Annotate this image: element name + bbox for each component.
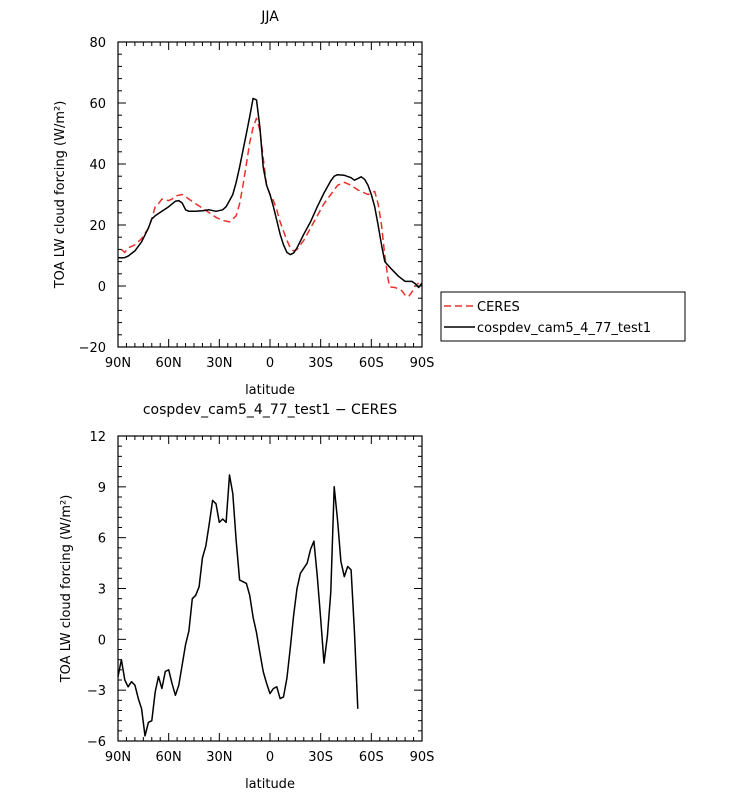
x-tick-label: 60N xyxy=(156,356,182,371)
x-tick-label: 30N xyxy=(206,356,232,371)
x-axis-label: latitude xyxy=(245,777,295,792)
y-tick-label: 40 xyxy=(89,158,106,173)
y-tick-label: 12 xyxy=(89,430,106,445)
y-tick-label: 6 xyxy=(98,532,106,547)
x-tick-label: 60S xyxy=(359,356,384,371)
y-tick-label: 0 xyxy=(98,280,106,295)
x-tick-label: 60S xyxy=(359,750,384,765)
legend-box xyxy=(440,291,686,342)
y-tick-label: 9 xyxy=(98,481,106,496)
series-line-ceres xyxy=(120,117,420,298)
x-tick-label: 90S xyxy=(410,356,435,371)
series-line-cospdev-cam5-4-77-test1 xyxy=(117,97,423,289)
chart-title: JJA xyxy=(260,9,279,25)
x-tick-label: 60N xyxy=(156,750,182,765)
y-tick-label: 0 xyxy=(98,633,106,648)
series-line-difference xyxy=(117,474,359,737)
legend-label: cospdev_cam5_4_77_test1 xyxy=(477,321,651,336)
y-tick-label: 3 xyxy=(98,583,106,598)
x-tick-label: 0 xyxy=(266,356,274,371)
x-tick-label: 90S xyxy=(410,750,435,765)
y-tick-label: −3 xyxy=(87,684,106,699)
x-axis-label: latitude xyxy=(245,383,295,398)
plot-frame xyxy=(117,435,423,742)
x-tick-label: 30N xyxy=(206,750,232,765)
y-tick-label: 20 xyxy=(89,219,106,234)
y-tick-label: 60 xyxy=(89,97,106,112)
x-tick-label: 30S xyxy=(308,356,333,371)
legend-label: CERES xyxy=(477,300,520,315)
y-tick-label: 80 xyxy=(89,36,106,51)
y-tick-label: −6 xyxy=(87,735,106,750)
x-tick-label: 0 xyxy=(266,750,274,765)
chart-title: cospdev_cam5_4_77_test1 − CERES xyxy=(143,402,397,418)
x-tick-label: 30S xyxy=(308,750,333,765)
y-tick-label: −20 xyxy=(79,341,106,356)
y-axis-label: TOA LW cloud forcing (W/m²) xyxy=(53,101,68,290)
x-tick-label: 90N xyxy=(105,750,131,765)
x-tick-label: 90N xyxy=(105,356,131,371)
y-axis-label: TOA LW cloud forcing (W/m²) xyxy=(59,495,74,684)
